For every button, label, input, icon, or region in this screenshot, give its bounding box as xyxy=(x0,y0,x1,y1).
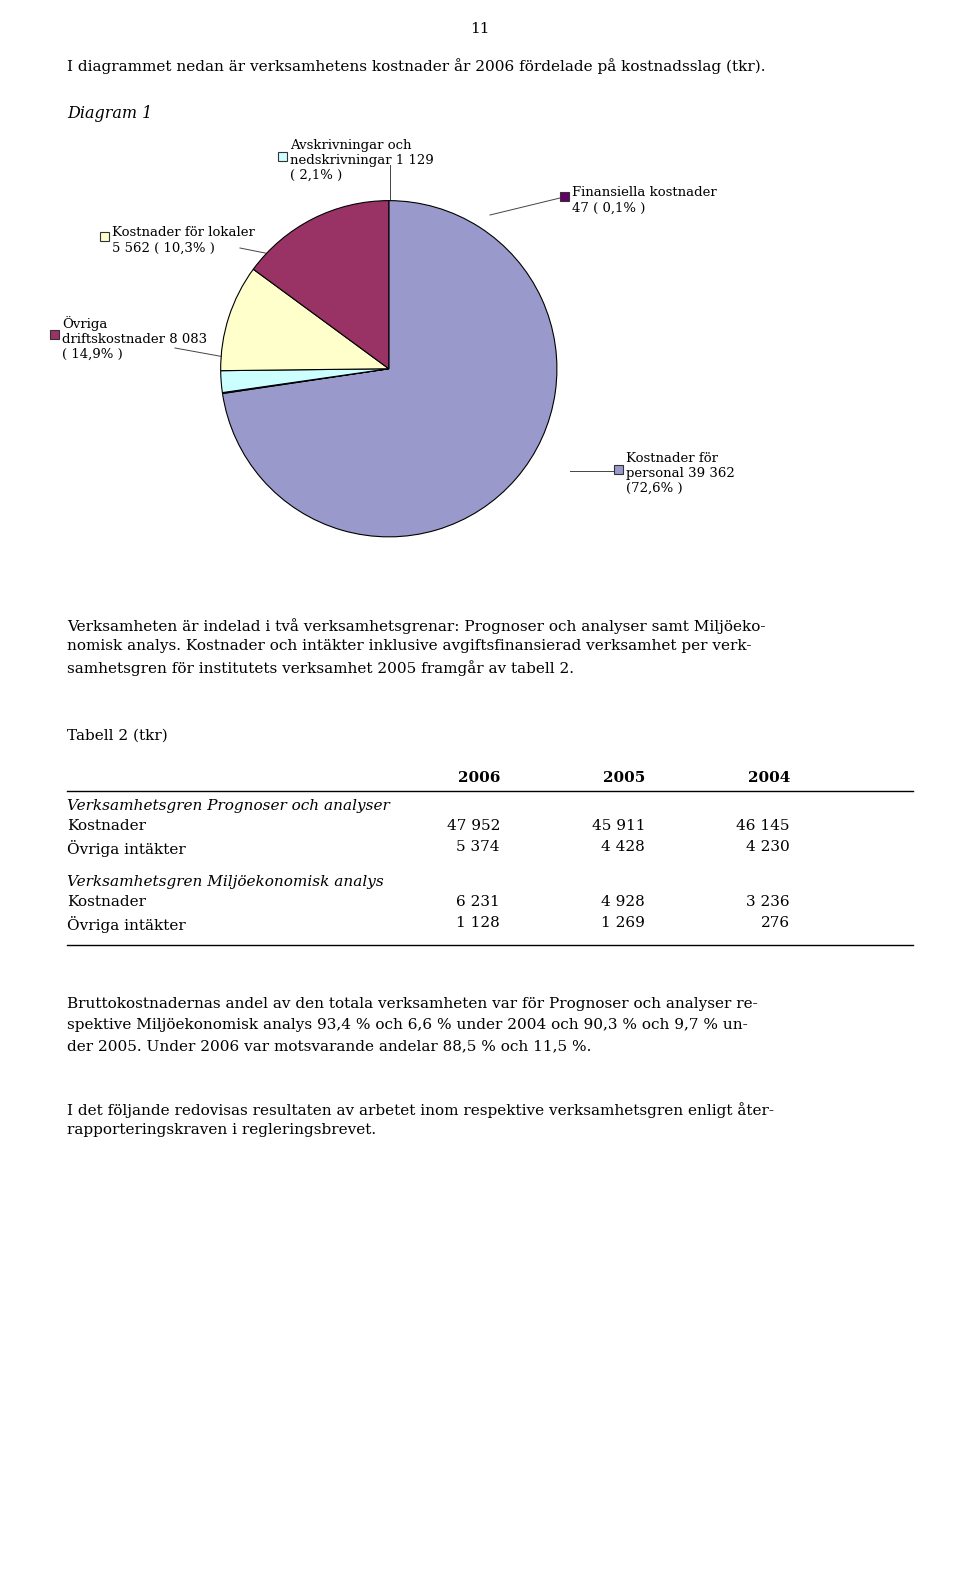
Wedge shape xyxy=(223,200,557,536)
Bar xyxy=(100,232,109,241)
Text: Tabell 2 (tkr): Tabell 2 (tkr) xyxy=(67,730,168,742)
Text: 11: 11 xyxy=(470,22,490,36)
Text: 2005: 2005 xyxy=(603,771,645,785)
Bar xyxy=(50,330,59,339)
Text: Övriga intäkter: Övriga intäkter xyxy=(67,841,185,856)
Text: samhetsgren för institutets verksamhet 2005 framgår av tabell 2.: samhetsgren för institutets verksamhet 2… xyxy=(67,660,574,676)
Bar xyxy=(560,192,569,201)
Text: 4 428: 4 428 xyxy=(601,841,645,853)
Wedge shape xyxy=(221,270,389,371)
Text: rapporteringskraven i regleringsbrevet.: rapporteringskraven i regleringsbrevet. xyxy=(67,1123,376,1137)
Text: Diagram 1: Diagram 1 xyxy=(67,105,153,122)
Text: 47 952: 47 952 xyxy=(446,818,500,833)
Text: Verksamheten är indelad i två verksamhetsgrenar: Prognoser och analyser samt Mil: Verksamheten är indelad i två verksamhet… xyxy=(67,619,765,634)
Wedge shape xyxy=(221,368,389,393)
Bar xyxy=(614,465,623,474)
Text: spektive Miljöekonomisk analys 93,4 % och 6,6 % under 2004 och 90,3 % och 9,7 % : spektive Miljöekonomisk analys 93,4 % oc… xyxy=(67,1018,748,1032)
Text: 2006: 2006 xyxy=(458,771,500,785)
Text: 2004: 2004 xyxy=(748,771,790,785)
Text: Verksamhetsgren Prognoser och analyser: Verksamhetsgren Prognoser och analyser xyxy=(67,799,390,814)
Text: 276: 276 xyxy=(761,917,790,929)
Text: Avskrivningar och
nedskrivningar 1 129
( 2,1% ): Avskrivningar och nedskrivningar 1 129 (… xyxy=(290,140,434,182)
Text: I diagrammet nedan är verksamhetens kostnader år 2006 fördelade på kostnadsslag : I diagrammet nedan är verksamhetens kost… xyxy=(67,59,765,75)
Text: Övriga
driftskostnader 8 083
( 14,9% ): Övriga driftskostnader 8 083 ( 14,9% ) xyxy=(62,316,207,362)
Text: der 2005. Under 2006 var motsvarande andelar 88,5 % och 11,5 %.: der 2005. Under 2006 var motsvarande and… xyxy=(67,1039,591,1053)
Text: 3 236: 3 236 xyxy=(746,895,790,909)
Text: I det följande redovisas resultaten av arbetet inom respektive verksamhetsgren e: I det följande redovisas resultaten av a… xyxy=(67,1102,774,1118)
Text: Kostnader: Kostnader xyxy=(67,818,146,833)
Wedge shape xyxy=(223,368,389,393)
Bar xyxy=(278,152,287,162)
Text: 1 128: 1 128 xyxy=(456,917,500,929)
Text: 4 928: 4 928 xyxy=(601,895,645,909)
Text: Kostnader för
personal 39 362
(72,6% ): Kostnader för personal 39 362 (72,6% ) xyxy=(626,452,734,495)
Text: 5 374: 5 374 xyxy=(457,841,500,853)
Text: 45 911: 45 911 xyxy=(591,818,645,833)
Text: Finansiella kostnader
47 ( 0,1% ): Finansiella kostnader 47 ( 0,1% ) xyxy=(572,187,717,214)
Text: Bruttokostnadernas andel av den totala verksamheten var för Prognoser och analys: Bruttokostnadernas andel av den totala v… xyxy=(67,998,757,1010)
Text: Kostnader: Kostnader xyxy=(67,895,146,909)
Text: 4 230: 4 230 xyxy=(746,841,790,853)
Text: 1 269: 1 269 xyxy=(601,917,645,929)
Wedge shape xyxy=(253,200,389,368)
Text: Verksamhetsgren Miljöekonomisk analys: Verksamhetsgren Miljöekonomisk analys xyxy=(67,875,384,890)
Text: Övriga intäkter: Övriga intäkter xyxy=(67,917,185,933)
Text: nomisk analys. Kostnader och intäkter inklusive avgiftsfinansierad verksamhet pe: nomisk analys. Kostnader och intäkter in… xyxy=(67,639,752,653)
Text: 46 145: 46 145 xyxy=(736,818,790,833)
Text: Kostnader för lokaler
5 562 ( 10,3% ): Kostnader för lokaler 5 562 ( 10,3% ) xyxy=(112,227,254,254)
Text: 6 231: 6 231 xyxy=(456,895,500,909)
